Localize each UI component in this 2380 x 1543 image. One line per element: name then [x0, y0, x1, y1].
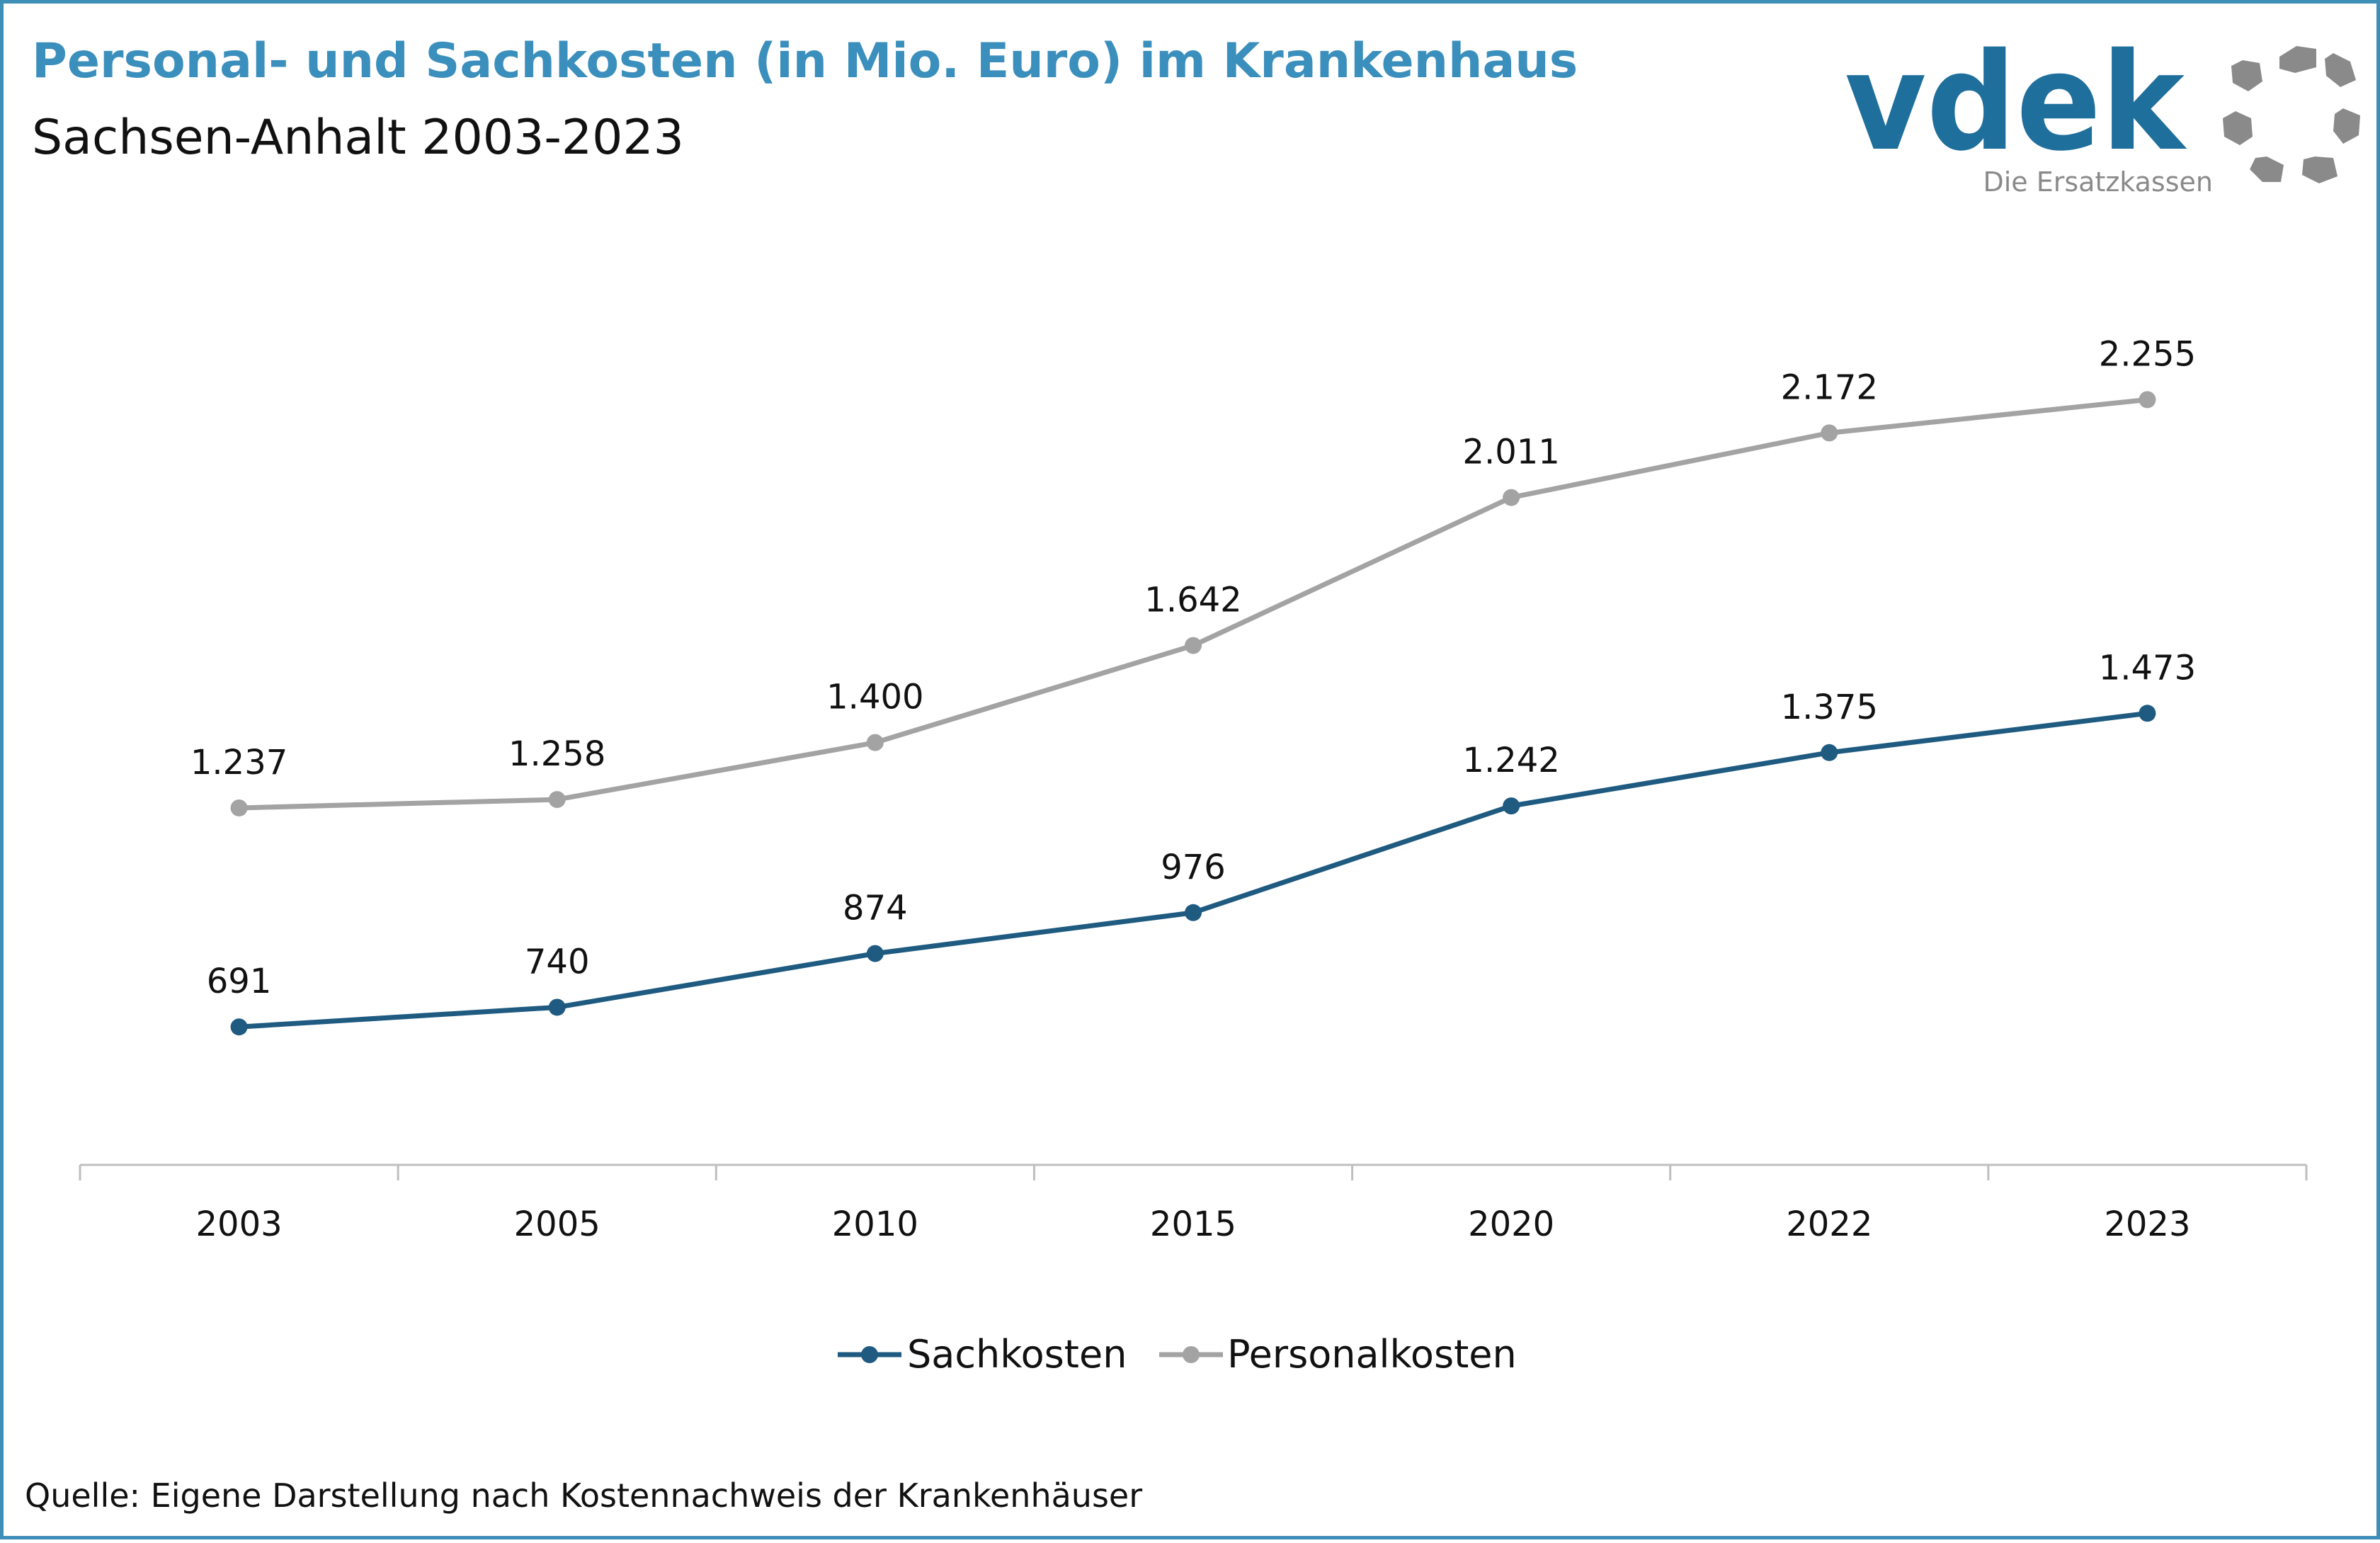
data-label-personalkosten: 1.237 [190, 743, 287, 782]
data-label-sachkosten: 1.473 [2099, 648, 2196, 688]
logo-tagline: Die Ersatzkassen [1983, 166, 2213, 198]
data-label-sachkosten: 976 [1161, 848, 1226, 887]
chart-subtitle: Sachsen-Anhalt 2003-2023 [32, 110, 684, 166]
data-point-sachkosten [1821, 744, 1838, 761]
data-point-sachkosten [230, 1018, 248, 1036]
data-label-sachkosten: 1.242 [1462, 741, 1559, 780]
source-note: Quelle: Eigene Darstellung nach Kostenna… [25, 1476, 1143, 1515]
data-label-personalkosten: 2.255 [2099, 334, 2196, 374]
data-point-sachkosten [1185, 904, 1202, 921]
x-tick-label: 2010 [832, 1205, 918, 1244]
vdek-logo: vdek Die Ersatzkassen [1845, 24, 2360, 198]
data-point-sachkosten [2139, 705, 2156, 722]
data-label-personalkosten: 1.258 [508, 734, 605, 774]
data-point-personalkosten [230, 799, 248, 816]
data-point-sachkosten [1503, 797, 1520, 815]
legend-marker-personalkosten [1183, 1346, 1200, 1363]
data-point-sachkosten [866, 945, 884, 962]
data-label-personalkosten: 2.172 [1781, 368, 1878, 407]
legend-label-personalkosten: Personalkosten [1227, 1332, 1517, 1377]
data-point-personalkosten [548, 791, 566, 809]
data-point-personalkosten [2139, 391, 2156, 409]
x-tick-label: 2015 [1150, 1205, 1236, 1244]
logo-circle-icon [2223, 46, 2360, 183]
data-label-sachkosten: 874 [843, 889, 908, 928]
line-chart: 2003 2005 2010 2015 2020 2022 2023 691 740 874 976… [79, 334, 2308, 1377]
x-tick-label: 2020 [1468, 1205, 1554, 1244]
data-point-personalkosten [1185, 637, 1202, 654]
x-tick-label: 2003 [195, 1205, 282, 1244]
data-label-personalkosten: 1.400 [826, 678, 923, 717]
data-label-sachkosten: 691 [207, 962, 272, 1001]
data-label-sachkosten: 1.375 [1781, 688, 1878, 727]
logo-wordmark: vdek [1845, 24, 2187, 181]
data-point-personalkosten [866, 734, 884, 751]
chart-title: Personal- und Sachkosten (in Mio. Euro) … [32, 33, 1578, 89]
data-label-personalkosten: 1.642 [1144, 581, 1241, 620]
x-tick-label: 2022 [1786, 1205, 1872, 1244]
data-label-personalkosten: 2.011 [1462, 433, 1559, 472]
x-tick-label: 2005 [514, 1205, 600, 1244]
data-label-sachkosten: 740 [525, 942, 590, 981]
data-point-personalkosten [1503, 489, 1520, 506]
data-point-sachkosten [548, 998, 566, 1016]
legend-label-sachkosten: Sachkosten [907, 1332, 1127, 1377]
x-tick-label: 2023 [2104, 1205, 2190, 1244]
data-point-personalkosten [1821, 424, 1838, 442]
legend-marker-sachkosten [861, 1346, 878, 1363]
